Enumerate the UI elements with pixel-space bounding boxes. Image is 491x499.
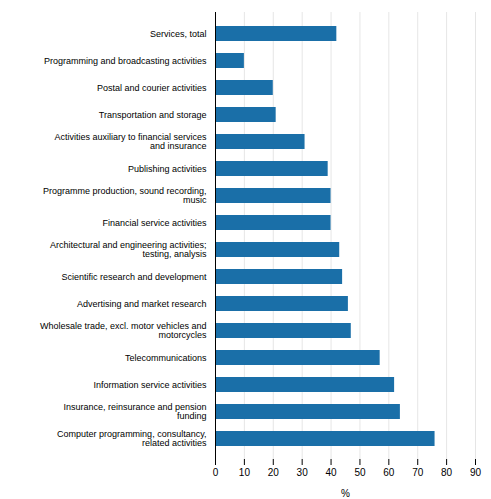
svg-text:0: 0 [213,467,219,478]
svg-text:Architectural and engineering: Architectural and engineering activities… [50,240,207,259]
svg-text:Transportation and storage: Transportation and storage [99,110,207,120]
svg-text:20: 20 [268,467,280,478]
svg-text:Programme production, sound re: Programme production, sound recording,mu… [43,186,207,205]
svg-text:70: 70 [412,467,424,478]
svg-text:Programming and broadcasting a: Programming and broadcasting activities [44,56,207,66]
svg-text:40: 40 [325,467,337,478]
svg-text:Publishing activities: Publishing activities [128,164,207,174]
svg-text:Advertising and market researc: Advertising and market research [77,299,207,309]
svg-text:Computer programming, consulta: Computer programming, consultancy,relate… [57,429,207,448]
svg-text:Scientific research and develo: Scientific research and development [61,272,207,282]
svg-text:60: 60 [383,467,395,478]
svg-text:90: 90 [470,467,482,478]
svg-text:Activities auxiliary to financ: Activities auxiliary to financial servic… [54,132,207,151]
svg-text:Information service activities: Information service activities [93,380,207,390]
svg-text:Financial service activities: Financial service activities [102,218,207,228]
svg-text:10: 10 [239,467,251,478]
svg-text:80: 80 [441,467,453,478]
svg-text:Telecommunications: Telecommunications [125,353,207,363]
svg-text:%: % [341,488,350,499]
svg-text:50: 50 [354,467,366,478]
svg-text:Wholesale trade, excl. motor v: Wholesale trade, excl. motor vehicles an… [40,321,207,340]
svg-text:Postal and courier activities: Postal and courier activities [97,83,207,93]
svg-text:Insurance, reinsurance and pen: Insurance, reinsurance and pensionfundin… [63,402,206,421]
svg-text:30: 30 [297,467,309,478]
svg-text:Services, total: Services, total [150,29,207,39]
